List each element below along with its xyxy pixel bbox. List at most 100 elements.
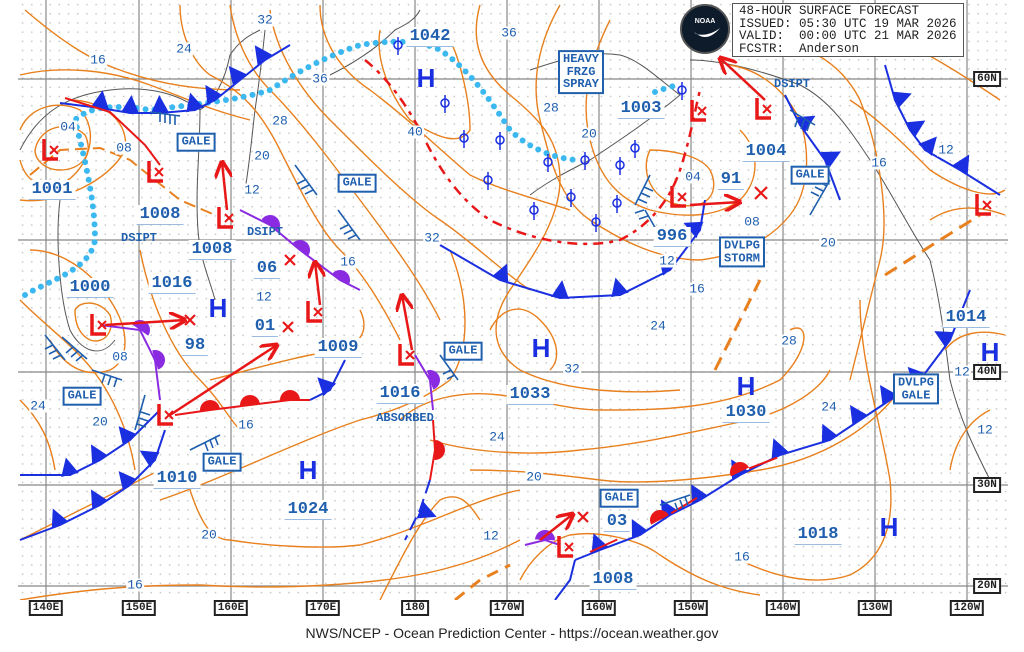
low-pressure-icon [147,161,164,183]
high-pressure-icon: H [298,455,318,485]
pressure-value: 1042 [406,27,454,47]
longitude-label: 170W [489,600,525,616]
pressure-value: 1033 [506,385,554,405]
longitude-label: 180 [401,600,429,616]
low-pressure-icon [42,139,59,161]
isobar-label: 16 [339,254,357,270]
isobar-label: 32 [256,12,274,28]
pressure-value: 98 [181,336,209,356]
latitude-label: 20N [973,578,1001,594]
isobar-label: 04 [59,119,77,135]
low-pressure-icon [157,404,174,426]
cold-front [19,429,166,541]
latitude-label: 30N [973,477,1001,493]
isobar-label: 12 [658,253,676,269]
isobar-label: 20 [580,126,598,142]
isobar-label: 20 [525,469,543,485]
longitude-label: 120W [949,600,985,616]
isobar-label: 12 [243,182,261,198]
isobar-label: 24 [175,41,193,57]
low-pressure-icon [670,186,687,208]
low-pressure-icon [755,98,772,120]
isobar-label: 12 [482,528,500,544]
isobar-label: 24 [820,399,838,415]
pressure-value: 03 [603,512,631,532]
gale-warning: GALE [599,488,639,508]
high-pressure-icon: H [879,512,899,542]
isobar-label: 04 [684,169,702,185]
occluded-front [99,320,165,401]
isobar-label: 40 [406,124,424,140]
isobar-label: 28 [780,333,798,349]
longitude-label: 130W [857,600,893,616]
isobar-label: 08 [111,349,129,365]
issued-time: ISSUED: 05:30 UTC 19 MAR 2026 [739,16,957,31]
warm-front [429,419,445,481]
dissipating-label: DSIPT [120,231,158,245]
low-pressure-icon [90,314,107,336]
low-pressure-icon [975,194,992,216]
longitude-label: 140E [28,600,64,616]
longitude-label: 160E [213,600,249,616]
isobar-label: 12 [976,422,994,438]
pressure-value: 1024 [284,500,332,520]
latitude-label: 60N [973,71,1001,87]
wind-barb-icons [44,109,831,512]
gale-warning: GALE [443,341,483,361]
forecaster: FCSTR: Anderson [739,41,860,56]
noaa-logo-icon: NOAA [680,4,730,54]
cold-front [309,359,346,401]
low-pressure-icon [398,344,415,366]
pressure-value: 1010 [153,469,201,489]
coastlines [19,9,991,481]
dissipating-label: DSIPT [246,225,284,239]
map-drawing-layer [18,0,1008,600]
high-pressure-icon: H [531,333,551,363]
pressure-value: 1008 [136,205,184,225]
product-title: 48-HOUR SURFACE FORECAST [739,4,920,18]
longitude-label: 150W [673,600,709,616]
pressure-value: 1001 [28,180,76,200]
trough [884,213,981,277]
occluded-front [239,209,361,291]
high-pressure-icon: H [416,63,436,93]
gale-warning: GALE [337,173,377,193]
latitude-label: 40N [973,364,1001,380]
isobar-label: 20 [91,414,109,430]
isobar-label: 28 [271,113,289,129]
dissipating-label: DSIPT [773,77,811,91]
longitude-label: 170E [305,600,341,616]
low-pressure-icon [557,536,574,558]
cold-front [884,64,1001,196]
gale-warning: GALE [176,132,216,152]
pressure-value: 1004 [742,142,790,162]
isobar-label: 12 [953,364,971,380]
low-pressure-icon [217,207,234,229]
isobar-label: 32 [423,230,441,246]
pressure-value: 1016 [376,384,424,404]
trough [454,563,511,600]
isobar-label: 08 [743,214,761,230]
pressure-value: 1014 [942,308,990,328]
isobar-label: 12 [255,289,273,305]
heavy-freezing-spray-warning: HEAVY FRZG SPRAY [557,50,605,94]
pressure-value: 91 [717,170,745,190]
pressure-value: 1018 [794,525,842,545]
gale-warning: GALE [62,386,102,406]
pressure-value: 1008 [188,240,236,260]
cold-front [784,94,841,201]
developing-storm-warning: DVLPG STORM [718,236,766,268]
cold-front [554,559,576,600]
gale-warning: GALE [202,452,242,472]
isobar-label: 16 [733,549,751,565]
pressure-value: 1003 [617,99,665,119]
isobar-label: 16 [237,417,255,433]
high-pressure-icon: H [736,371,756,401]
isobar-label: 08 [115,140,133,156]
trough [713,279,762,371]
warm-front [174,390,310,416]
svg-text:NOAA: NOAA [695,18,716,25]
cold-front [59,44,291,114]
cold-front-dashed [404,479,437,541]
longitude-label: 150E [121,600,157,616]
